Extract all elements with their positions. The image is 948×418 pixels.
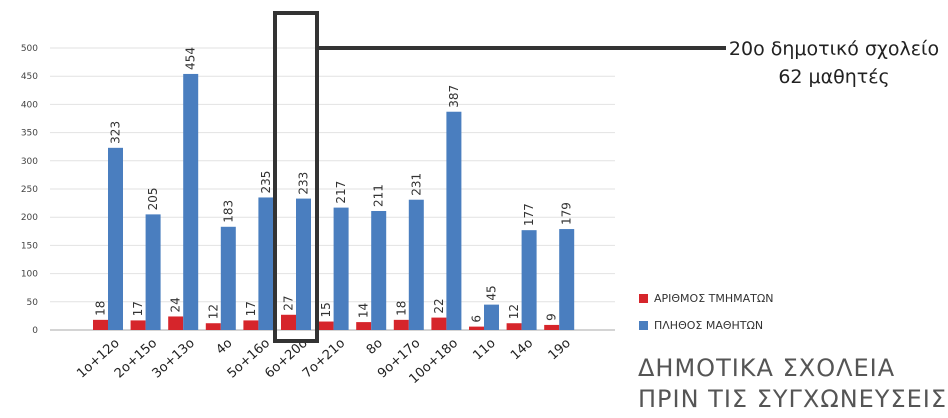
bar-sections [544, 324, 560, 330]
bar-students [145, 214, 161, 330]
data-label-students: 323 [109, 121, 123, 144]
data-label-sections: 15 [319, 302, 333, 317]
data-label-students: 177 [522, 203, 536, 226]
data-label-sections: 14 [357, 303, 371, 318]
y-tick-label: 150 [21, 241, 38, 251]
bar-students [371, 210, 387, 330]
x-category-label: 19ο [546, 336, 574, 364]
bar-students [183, 73, 199, 330]
annotation-student-count: 62 μαθητές [778, 66, 890, 88]
legend-item-sections: ΑΡΙΘΜΟΣ ΤΜΗΜΑΤΩΝ [639, 292, 774, 305]
bar-sections [469, 326, 484, 330]
data-label-sections: 27 [282, 295, 296, 310]
data-label-sections: 17 [244, 301, 258, 316]
y-tick-label: 450 [21, 72, 38, 82]
bar-sections [393, 319, 409, 330]
data-label-sections: 12 [507, 304, 521, 319]
bar-students [333, 207, 349, 330]
x-category-label: 3ο+13ο [149, 336, 197, 382]
bar-students [108, 147, 123, 330]
legend-label-students: ΠΛΗΘΟΣ ΜΑΘΗΤΩΝ [654, 319, 764, 332]
bar-sections [205, 323, 221, 330]
highlight-box [273, 11, 319, 343]
y-tick-label: 50 [27, 298, 39, 308]
bar-sections [356, 322, 372, 330]
data-label-sections: 6 [470, 315, 484, 323]
data-label-students: 387 [447, 85, 461, 108]
annotation-callout: 20ο δημοτικό σχολείο 62 μαθητές [720, 38, 948, 88]
y-tick-label: 300 [21, 157, 38, 167]
x-category-label: 11ο [470, 336, 498, 364]
bars [93, 73, 575, 331]
bar-students [220, 226, 236, 330]
bar-students [296, 198, 311, 330]
data-label-students: 235 [259, 171, 273, 194]
data-label-students: 45 [485, 285, 499, 300]
chart-title-line1: ΔΗΜΟΤΙΚΑ ΣΧΟΛΕΙΑ [638, 354, 896, 382]
data-label-sections: 22 [432, 298, 446, 313]
bar-sections [130, 320, 146, 330]
legend-swatch-blue [639, 321, 648, 330]
bar-students [559, 229, 575, 330]
data-label-students: 211 [372, 184, 386, 207]
data-label-sections: 18 [94, 301, 108, 316]
y-tick-label: 100 [21, 270, 38, 280]
y-tick-label: 350 [21, 129, 38, 139]
bar-sections [168, 316, 184, 330]
chart-title-line2: ΠΡΙΝ ΤΙΣ ΣΥΓΧΩΝΕΥΣΕΙΣ [638, 385, 948, 413]
x-category-label: 14ο [508, 336, 536, 364]
highlight-group [273, 11, 726, 343]
data-label-students: 233 [297, 172, 311, 195]
data-label-sections: 18 [394, 301, 408, 316]
data-label-students: 217 [334, 181, 348, 204]
bar-sections [93, 319, 108, 330]
data-label-sections: 9 [545, 313, 559, 321]
data-label-sections: 24 [169, 297, 183, 312]
bar-students [258, 197, 274, 330]
legend-item-students: ΠΛΗΘΟΣ ΜΑΘΗΤΩΝ [639, 319, 763, 332]
y-tick-label: 0 [32, 326, 38, 336]
bar-sections [431, 317, 447, 330]
data-label-sections: 12 [206, 304, 220, 319]
bar-sections [506, 323, 522, 330]
legend-swatch-red [639, 294, 648, 303]
bar-students [484, 304, 499, 330]
y-tick-label: 250 [21, 185, 38, 195]
data-label-students: 183 [221, 200, 235, 223]
bar-sections [318, 321, 334, 330]
bar-sections [281, 314, 296, 330]
y-axis-tick-labels: 0 50 100 150 200 250 300 350 400 450 500 [21, 44, 38, 336]
y-tick-label: 400 [21, 100, 38, 110]
bar-sections [243, 320, 259, 330]
y-tick-label: 500 [21, 44, 38, 54]
gridlines [50, 47, 615, 331]
y-tick-label: 200 [21, 213, 38, 223]
data-label-students: 231 [409, 173, 423, 196]
data-label-students: 205 [146, 187, 160, 210]
x-category-label: 8ο [364, 336, 386, 358]
data-label-sections: 17 [131, 301, 145, 316]
x-category-label: 4ο [213, 336, 235, 358]
legend-label-sections: ΑΡΙΘΜΟΣ ΤΜΗΜΑΤΩΝ [654, 292, 774, 305]
data-labels: 18 323 17 205 24 454 12 183 17 235 27 233 15 217 14 211… [94, 47, 574, 323]
annotation-school-name: 20ο δημοτικό σχολείο [728, 38, 940, 60]
bar-students [446, 111, 462, 331]
bar-students [408, 199, 424, 330]
data-label-students: 454 [184, 47, 198, 70]
data-label-students: 179 [560, 202, 574, 225]
bar-students [521, 230, 537, 330]
